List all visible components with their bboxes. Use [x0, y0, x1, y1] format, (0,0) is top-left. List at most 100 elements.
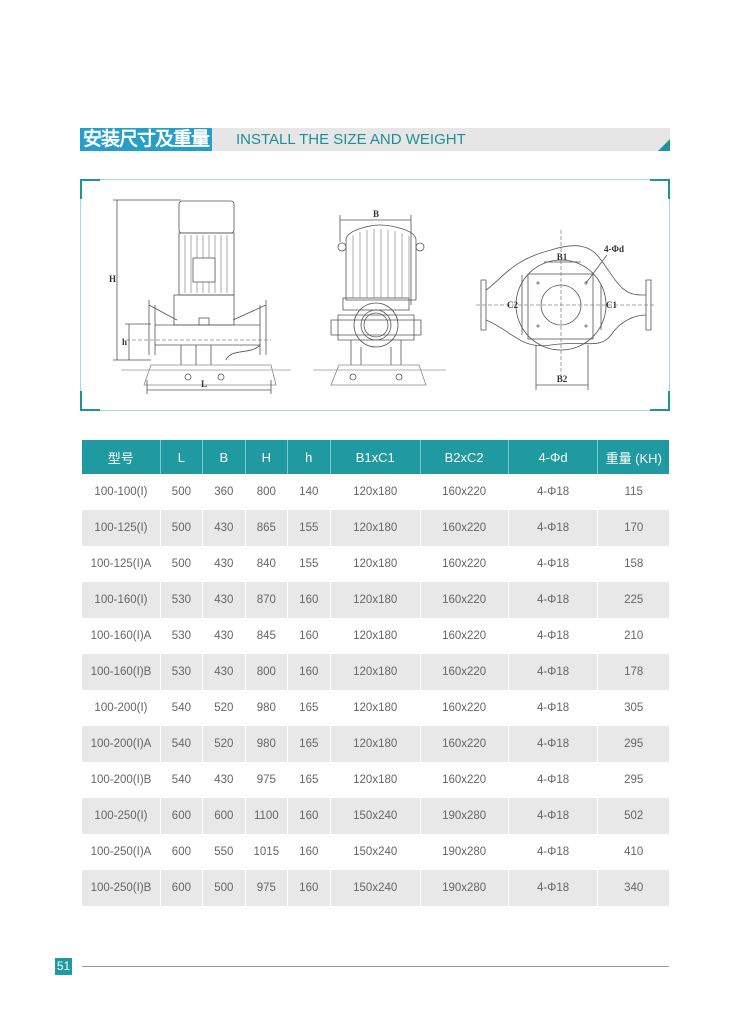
- table-cell: 100-100(I): [81, 474, 161, 510]
- table-cell: 4-Φ18: [507, 870, 598, 906]
- table-cell: 150x240: [329, 798, 421, 834]
- column-header: B2xC2: [419, 440, 509, 474]
- table-cell: 295: [597, 762, 669, 798]
- footer-divider: [82, 966, 669, 967]
- table-cell: 190x280: [419, 870, 509, 906]
- table-row: 100-125(I) 500 430 865 155 120x180 160x220 4-Φ1…: [81, 510, 669, 546]
- table-cell: 540: [159, 690, 203, 726]
- table-cell: 4-Φ18: [507, 798, 598, 834]
- table-cell: 100-125(I): [81, 510, 161, 546]
- column-header: 重量 (KH): [597, 440, 669, 474]
- table-cell: 500: [159, 546, 203, 582]
- corner-triangle: [658, 139, 670, 151]
- table-cell: 410: [597, 834, 669, 870]
- table-cell: 600: [159, 834, 203, 870]
- table-cell: 120x180: [329, 690, 421, 726]
- dim-label-C1: C1: [606, 300, 617, 310]
- column-header: B: [201, 440, 246, 474]
- frame-corner: [650, 179, 670, 199]
- table-cell: 158: [597, 546, 669, 582]
- table-cell: 530: [159, 618, 203, 654]
- table-cell: 530: [159, 654, 203, 690]
- table-cell: 520: [201, 726, 246, 762]
- table-row: 100-125(I)A 500 430 840 155 120x180 160x220 4-Φ…: [81, 546, 669, 582]
- table-cell: 870: [244, 582, 288, 618]
- frame-corner: [80, 179, 100, 199]
- table-cell: 520: [201, 690, 246, 726]
- dim-label-H: H: [109, 274, 116, 284]
- table-cell: 500: [159, 474, 203, 510]
- dim-label-B: B: [373, 209, 379, 219]
- table-cell: 160x220: [419, 618, 509, 654]
- table-cell: 160: [286, 870, 331, 906]
- table-cell: 100-160(I): [81, 582, 161, 618]
- table-cell: 430: [201, 618, 246, 654]
- table-cell: 165: [286, 762, 331, 798]
- dim-label-L: L: [201, 379, 207, 389]
- column-header: L: [159, 440, 203, 474]
- table-cell: 430: [201, 546, 246, 582]
- table-cell: 305: [597, 690, 669, 726]
- table-row: 100-200(I)B 540 430 975 165 120x180 160x220 4-Φ…: [81, 762, 669, 798]
- table-cell: 800: [244, 474, 288, 510]
- table-cell: 4-Φ18: [507, 762, 598, 798]
- table-cell: 120x180: [329, 654, 421, 690]
- table-cell: 160x220: [419, 690, 509, 726]
- installation-drawing: H h L B B1: [80, 179, 670, 411]
- table-cell: 4-Φ18: [507, 474, 598, 510]
- table-row: 100-160(I)A 530 430 845 160 120x180 160x220 4-Φ…: [81, 618, 669, 654]
- table-cell: 4-Φ18: [507, 618, 598, 654]
- table-cell: 980: [244, 690, 288, 726]
- table-cell: 600: [159, 798, 203, 834]
- table-cell: 100-160(I)A: [81, 618, 161, 654]
- table-cell: 160: [286, 798, 331, 834]
- table-cell: 295: [597, 726, 669, 762]
- table-cell: 160x220: [419, 474, 509, 510]
- table-cell: 100-250(I): [81, 798, 161, 834]
- table-cell: 100-125(I)A: [81, 546, 161, 582]
- table-cell: 120x180: [329, 726, 421, 762]
- dim-label-holes: 4-Φd: [604, 244, 624, 254]
- table-cell: 600: [201, 798, 246, 834]
- table-cell: 160x220: [419, 726, 509, 762]
- table-cell: 160x220: [419, 510, 509, 546]
- frame-corner: [80, 391, 100, 411]
- table-cell: 120x180: [329, 474, 421, 510]
- table-cell: 540: [159, 762, 203, 798]
- table-cell: 120x180: [329, 618, 421, 654]
- table-cell: 600: [159, 870, 203, 906]
- frame-corner: [650, 391, 670, 411]
- table-cell: 430: [201, 654, 246, 690]
- table-row: 100-200(I) 540 520 980 165 120x180 160x220 4-Φ1…: [81, 690, 669, 726]
- table-row: 100-250(I)B 600 500 975 160 150x240 190x280 4-Φ…: [81, 870, 669, 906]
- table-cell: 360: [201, 474, 246, 510]
- table-cell: 100-200(I)B: [81, 762, 161, 798]
- table-cell: 4-Φ18: [507, 726, 598, 762]
- dim-label-B2: B2: [557, 374, 568, 384]
- table-cell: 980: [244, 726, 288, 762]
- table-cell: 845: [244, 618, 288, 654]
- table-cell: 160: [286, 654, 331, 690]
- table-cell: 540: [159, 726, 203, 762]
- table-cell: 210: [597, 618, 669, 654]
- table-cell: 150x240: [329, 834, 421, 870]
- table-cell: 550: [201, 834, 246, 870]
- table-cell: 975: [244, 762, 288, 798]
- column-header: 型号: [81, 440, 161, 474]
- table-cell: 170: [597, 510, 669, 546]
- table-cell: 165: [286, 726, 331, 762]
- table-cell: 100-250(I)A: [81, 834, 161, 870]
- table-cell: 430: [201, 762, 246, 798]
- table-cell: 165: [286, 690, 331, 726]
- table-cell: 4-Φ18: [507, 582, 598, 618]
- table-row: 100-250(I) 600 600 1100 160 150x240 190x280 4-Φ…: [81, 798, 669, 834]
- table-cell: 975: [244, 870, 288, 906]
- column-header: h: [286, 440, 331, 474]
- table-cell: 500: [159, 510, 203, 546]
- dim-label-h: h: [122, 337, 127, 347]
- table-cell: 100-200(I): [81, 690, 161, 726]
- table-cell: 160: [286, 582, 331, 618]
- table-cell: 120x180: [329, 510, 421, 546]
- table-cell: 340: [597, 870, 669, 906]
- table-cell: 430: [201, 582, 246, 618]
